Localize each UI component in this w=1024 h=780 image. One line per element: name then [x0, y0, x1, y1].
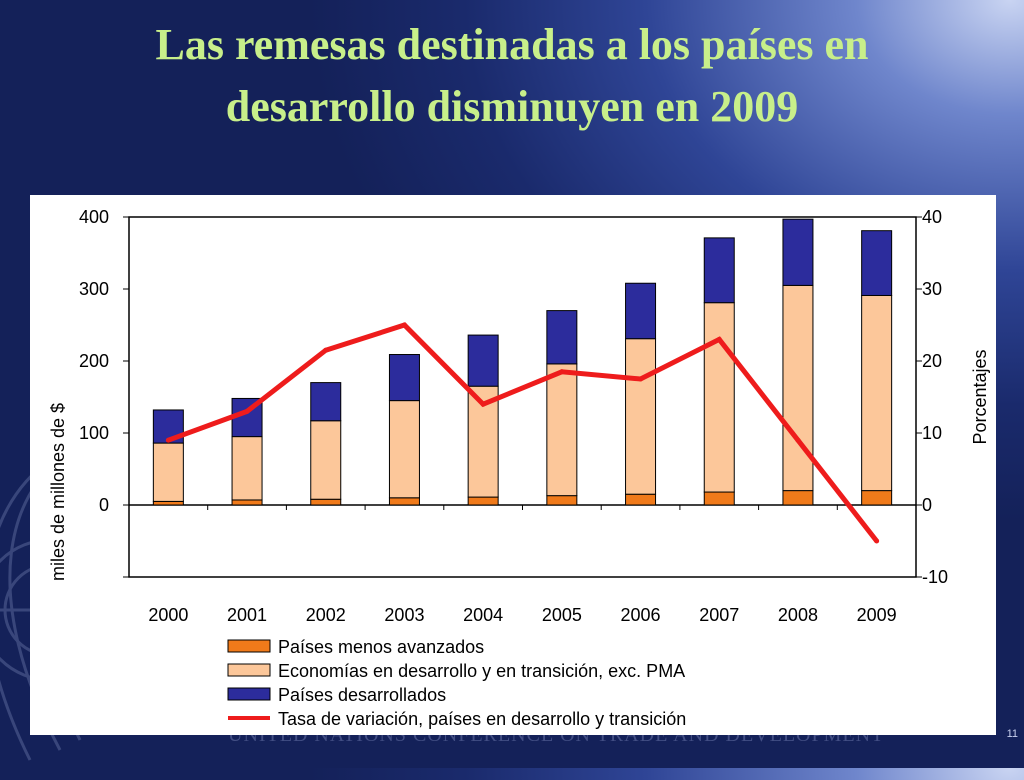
bar-2004-series-1 [467, 496, 499, 506]
y-axis-label: miles de millones de $ [48, 403, 68, 581]
bar-2008-series-2 [782, 284, 814, 492]
bar-2005-series-3 [546, 310, 578, 365]
y2-tick-label--10: -10 [922, 567, 948, 587]
y-tick-label-400: 400 [79, 207, 109, 227]
x-tick-label-2008: 2008 [778, 605, 818, 625]
growth-rate-point-2001 [244, 408, 250, 414]
bar-2003-series-2 [388, 400, 420, 499]
x-tick-label-2001: 2001 [227, 605, 267, 625]
y2-tick-label-20: 20 [922, 351, 942, 371]
bar-2009-series-3 [861, 230, 893, 296]
right-axis-ticks: 40 30 20 10 0 -10 [916, 207, 948, 587]
bar-2007-series-1 [703, 491, 735, 506]
bar-2009-series-2 [861, 294, 893, 492]
y2-tick-label-0: 0 [922, 495, 932, 515]
bar-2005-series-1 [546, 495, 578, 506]
x-axis-ticks: 2000 2001 2002 2003 2004 2005 2006 2007 2008 2009 [148, 505, 897, 625]
legend-label-4: Tasa de variación, países en desarrollo … [278, 709, 686, 729]
x-tick-label-2007: 2007 [699, 605, 739, 625]
bar-2006-series-2 [625, 338, 657, 495]
growth-rate-point-2008 [795, 437, 801, 443]
growth-rate-point-2005 [559, 369, 565, 375]
y2-tick-label-10: 10 [922, 423, 942, 443]
bar-2009-series-1 [861, 490, 893, 506]
legend-swatch-1 [227, 639, 271, 653]
bar-2003-series-1 [388, 497, 420, 506]
slide-title-line-2: desarrollo disminuyen en 2009 [225, 82, 799, 131]
bar-2001-series-2 [231, 436, 263, 501]
y-tick-label-200: 200 [79, 351, 109, 371]
growth-rate-point-2004 [480, 401, 486, 407]
growth-rate-point-2006 [638, 376, 644, 382]
bar-2006-series-3 [625, 282, 657, 340]
slide-title: Las remesas destinadas a los países en d… [0, 14, 1024, 138]
legend-swatch-3 [227, 687, 271, 701]
bar-2002-series-2 [310, 420, 342, 500]
x-tick-label-2009: 2009 [857, 605, 897, 625]
page-number: 11 [1006, 728, 1018, 740]
y-tick-label-300: 300 [79, 279, 109, 299]
legend-swatch-2 [227, 663, 271, 677]
growth-rate-point-2000 [165, 437, 171, 443]
bar-2001-series-1 [231, 499, 263, 506]
growth-rate-point-2007 [716, 336, 722, 342]
bar-2006-series-1 [625, 493, 657, 506]
bar-2004-series-3 [467, 334, 499, 387]
legend-label-3: Países desarrollados [278, 685, 446, 705]
y2-tick-label-30: 30 [922, 279, 942, 299]
legend-label-1: Países menos avanzados [278, 637, 484, 657]
bar-2007-series-3 [703, 237, 735, 304]
slide-title-line-1: Las remesas destinadas a los países en [155, 20, 869, 69]
bar-2008-series-1 [782, 490, 814, 506]
y-tick-label-100: 100 [79, 423, 109, 443]
y2-axis-label: Porcentajes [970, 349, 990, 444]
bar-2002-series-3 [310, 382, 342, 422]
x-tick-label-2002: 2002 [306, 605, 346, 625]
growth-rate-point-2002 [323, 347, 329, 353]
x-tick-label-2004: 2004 [463, 605, 503, 625]
bar-2005-series-2 [546, 363, 578, 497]
y2-tick-label-40: 40 [922, 207, 942, 227]
growth-rate-point-2003 [401, 322, 407, 328]
growth-rate-line [167, 322, 879, 543]
bar-2003-series-3 [388, 354, 420, 402]
x-tick-label-2005: 2005 [542, 605, 582, 625]
chart-panel: 400 300 200 100 0 40 30 20 10 0 -10 2000 2001 2002 2… [30, 195, 996, 735]
legend: Países menos avanzados Economías en desar… [227, 637, 686, 729]
bar-2002-series-1 [310, 498, 342, 506]
growth-line-group [165, 322, 880, 544]
growth-rate-point-2009 [874, 538, 880, 544]
x-tick-label-2000: 2000 [148, 605, 188, 625]
x-tick-label-2006: 2006 [621, 605, 661, 625]
bar-2000-series-1 [152, 500, 184, 506]
legend-label-2: Economías en desarrollo y en transición,… [278, 661, 685, 681]
x-tick-label-2003: 2003 [384, 605, 424, 625]
bar-2000-series-2 [152, 442, 184, 502]
bar-2008-series-3 [782, 218, 814, 286]
y-tick-label-0: 0 [99, 495, 109, 515]
left-axis-ticks: 400 300 200 100 0 [79, 207, 129, 578]
bar-2007-series-2 [703, 302, 735, 493]
